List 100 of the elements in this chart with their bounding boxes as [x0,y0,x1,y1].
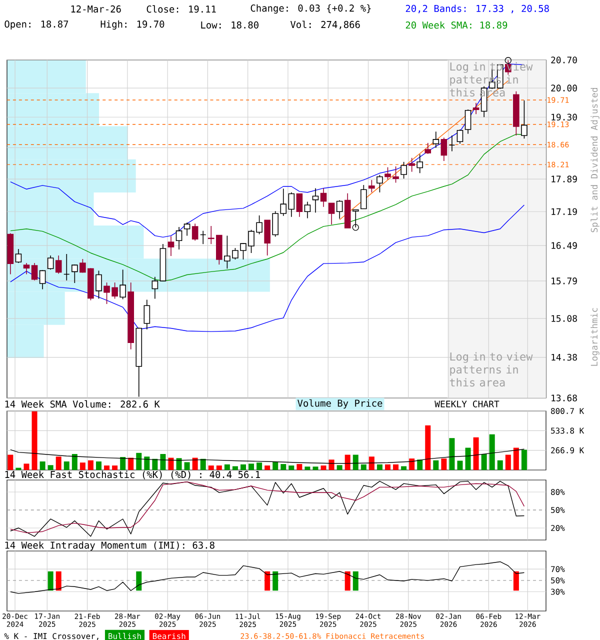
bar [465,448,471,470]
bar [8,454,14,470]
candlestick [39,270,46,290]
text: 20,2 Bands: 17.33 , 20.58 [406,4,549,14]
bar [192,458,198,470]
candlestick [47,255,54,270]
bar [96,461,102,470]
candlestick [464,109,472,134]
y-tick-label: 15.79 [552,278,577,284]
bar [304,466,310,470]
candlestick [15,248,22,264]
bar [272,462,278,470]
bar [336,465,342,470]
candlestick [31,262,38,281]
candlestick [23,262,30,275]
bar [144,456,150,470]
bar [248,464,254,470]
bar [64,461,70,470]
line-series [10,448,525,464]
text: 12-Mar-26 [71,5,121,13]
text: Logarithmic [590,308,600,366]
bar [384,464,390,470]
candlestick [440,137,448,162]
bar [521,450,527,470]
bar [224,464,230,470]
bar [24,464,30,470]
bar [328,460,334,470]
candlestick [320,188,327,208]
bar [417,460,423,470]
bar [112,465,118,470]
candlestick [376,174,383,193]
text: WEEKLY CHART [434,400,500,408]
text: Vol: 274,866 [290,20,360,30]
bar [128,458,134,470]
bar [409,458,415,470]
candlestick [63,254,70,281]
candlestick [448,135,456,152]
y-tick-label: 16.49 [552,242,577,249]
bar [168,458,174,470]
bar [56,456,62,470]
bar [208,465,214,470]
bar [344,454,350,470]
y-tick-label: 15.08 [552,315,577,322]
bar [441,458,447,470]
bar [320,465,326,470]
bar [376,464,382,470]
bar [136,452,142,470]
text: Open: 18.87 [4,20,68,30]
candlestick [472,102,480,115]
bar [481,454,487,470]
bar [296,464,302,470]
candlestick [328,202,335,225]
text: Split and Dividend Adjusted [590,88,600,232]
candlestick [176,226,182,250]
candlestick [192,223,198,242]
candlestick [521,100,528,139]
y-tick-label: 19.30 [552,114,577,121]
bar [505,454,511,470]
candlestick [184,222,190,236]
bar [497,460,503,470]
bar [457,460,463,470]
candlestick [400,161,407,179]
text: Close: 19.11 [146,5,216,13]
bar [232,466,238,470]
bar [449,438,455,470]
bar [200,458,206,470]
chart-title: 14 Week Fast Stochastic (%K) (%D) : 40.4 56.1 [5,470,260,480]
text: 20 Week SMA: 18.89 [406,21,508,29]
y-tick-label: 17.19 [552,208,577,216]
y-tick-label: 14.38 [552,354,577,361]
bar [256,462,262,470]
bar [312,466,318,470]
bar [280,464,286,470]
bar [72,454,78,470]
bar [368,456,374,470]
bar [120,457,126,470]
y-tick-label: 17.89 [552,176,577,182]
bar [88,460,94,470]
bar [433,460,439,470]
candlestick [368,180,375,193]
candlestick [72,264,78,284]
bar [513,448,519,470]
bar [152,458,158,470]
text: Low: 18.80 [201,21,258,29]
candlestick [416,154,424,174]
candlestick [264,220,270,256]
bar [360,464,366,470]
candlestick [304,201,311,219]
y-tick-label: 20.70 [551,56,577,64]
candlestick [456,129,464,144]
bar [216,465,222,470]
text: Change: 0.03 {+0.2 %} [250,4,371,14]
candlestick [200,230,206,244]
bar [184,462,190,470]
text: High: 19.70 [100,20,164,30]
y-tick-label: 20.00 [551,84,577,92]
bar [288,465,294,470]
line-series [10,204,525,332]
bar [264,465,270,470]
y-tick-label: 13.68 [552,394,577,402]
